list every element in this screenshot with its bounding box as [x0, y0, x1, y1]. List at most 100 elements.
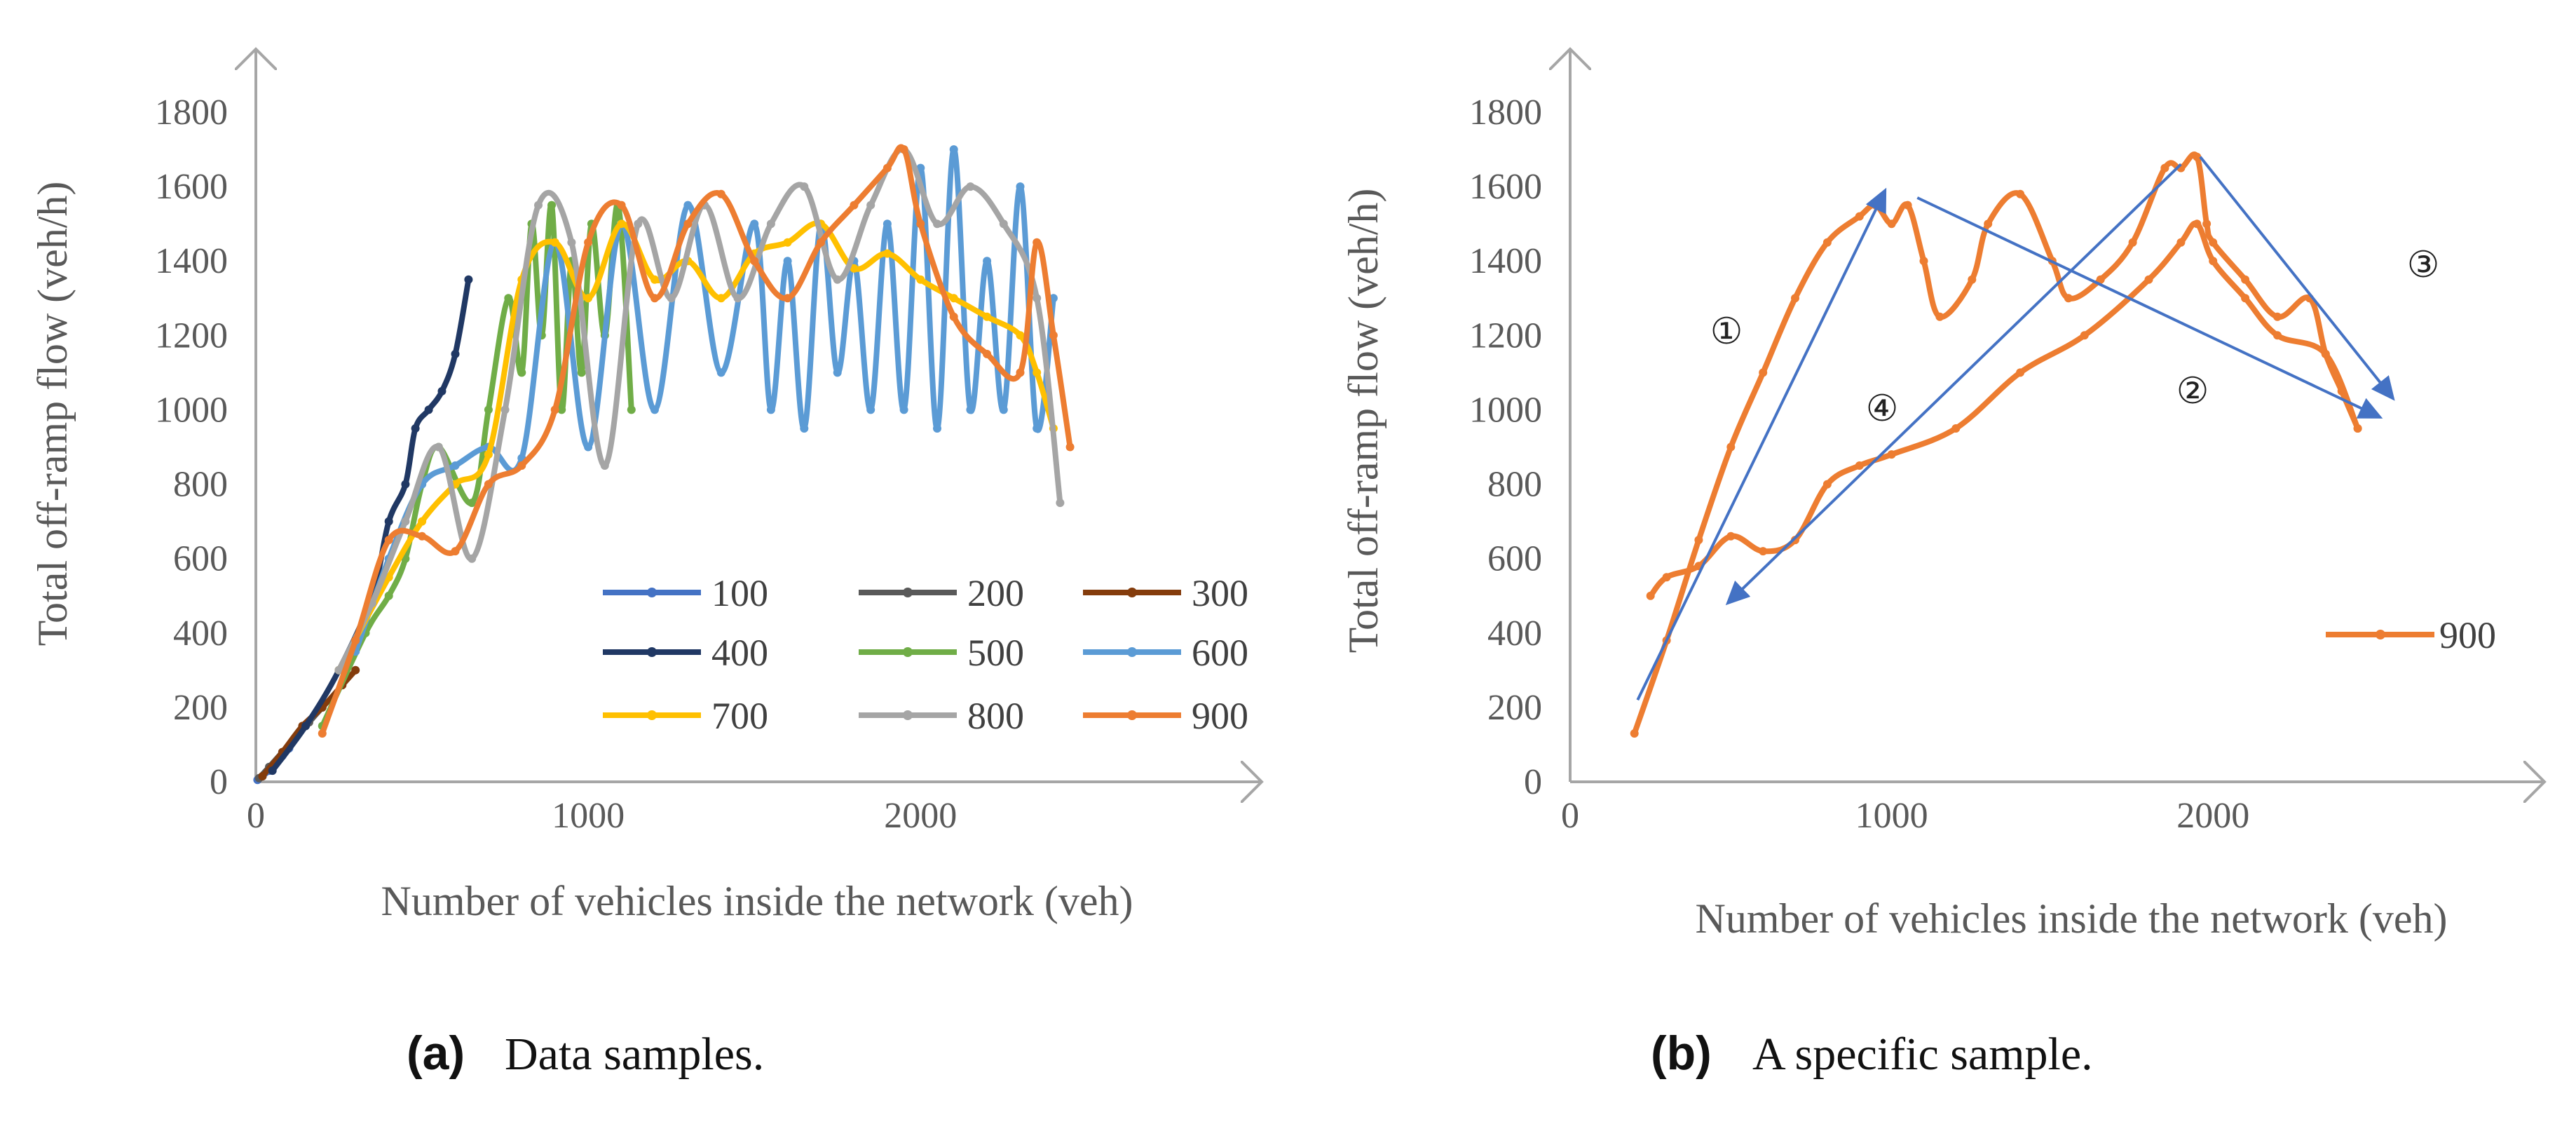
data-point: [547, 201, 556, 210]
data-point: [437, 386, 447, 395]
data-point: [899, 405, 908, 414]
data-point: [1630, 729, 1639, 738]
data-point: [1759, 368, 1768, 377]
data-point: [1791, 294, 1799, 303]
y-tick-label: 0: [210, 762, 228, 802]
y-tick-label: 200: [1487, 688, 1542, 728]
legend-label: 900: [2439, 614, 2496, 656]
caption-text-b: A specific sample.: [1752, 1029, 2093, 1080]
data-point: [766, 219, 775, 229]
data-point: [1016, 182, 1025, 191]
data-point: [766, 405, 775, 414]
series-line-600: [353, 147, 1056, 655]
data-point: [2273, 331, 2282, 340]
y-tick-label: 1800: [1469, 93, 1542, 133]
x-tick-label: 0: [1561, 796, 1579, 836]
data-point: [451, 461, 460, 470]
data-point: [733, 294, 742, 303]
data-point: [451, 547, 460, 556]
data-point: [1033, 238, 1042, 247]
data-point: [584, 238, 593, 247]
data-point: [983, 257, 992, 266]
data-point: [882, 163, 892, 172]
legend-marker: [903, 647, 913, 657]
data-point: [468, 554, 477, 563]
data-point: [783, 238, 792, 247]
data-point: [418, 517, 427, 526]
series-line-400: [269, 276, 472, 774]
data-point: [451, 349, 460, 358]
data-point: [504, 294, 513, 303]
data-point: [2064, 294, 2073, 303]
data-point: [468, 499, 477, 508]
data-point: [627, 405, 636, 414]
data-point: [833, 368, 842, 377]
phase-annotation: ③: [2407, 244, 2440, 286]
data-point: [318, 729, 327, 738]
data-point: [484, 480, 493, 489]
y-tick-label: 1600: [155, 167, 228, 207]
x-tick-label: 1000: [1855, 796, 1928, 836]
y-axis-label-b: Total off-ramp flow (veh/h): [1340, 189, 1386, 654]
data-point: [424, 405, 433, 414]
data-point: [484, 405, 493, 414]
data-point: [401, 480, 410, 489]
data-point: [683, 201, 693, 210]
x-tick-label: 1000: [552, 796, 625, 836]
data-point: [334, 665, 343, 675]
y-tick-label: 600: [173, 539, 228, 579]
data-point: [683, 219, 693, 229]
data-point: [617, 219, 626, 229]
data-point: [351, 636, 360, 645]
y-tick-label: 400: [173, 614, 228, 654]
data-point: [1968, 275, 1977, 284]
legend-label: 800: [967, 695, 1024, 737]
data-point: [1887, 219, 1896, 229]
phase-arrow: [1725, 163, 2182, 606]
data-point: [750, 219, 759, 229]
data-point: [1726, 442, 1736, 452]
data-point: [2209, 238, 2218, 247]
data-point: [850, 201, 859, 210]
y-tick-label: 1400: [1469, 241, 1542, 281]
data-point: [933, 219, 941, 229]
data-point: [351, 665, 360, 675]
data-point: [2096, 275, 2105, 284]
data-point: [384, 591, 393, 600]
legend-marker: [647, 710, 657, 720]
data-point: [750, 257, 759, 266]
data-point: [882, 219, 892, 229]
data-point: [1855, 461, 1864, 470]
legend-label: 300: [1192, 572, 1248, 614]
data-point: [1822, 480, 1832, 489]
data-point: [434, 442, 443, 452]
data-point: [833, 275, 842, 284]
x-tick-label: 2000: [2176, 796, 2249, 836]
data-point: [916, 219, 925, 229]
phase-arrow: [1916, 196, 2383, 419]
data-point: [2241, 275, 2250, 284]
data-point: [949, 312, 958, 321]
phase-annotation: ②: [2176, 370, 2209, 412]
x-axis-label-b: Number of vehicles inside the network (v…: [1696, 895, 2448, 942]
data-point: [966, 182, 975, 191]
data-point: [534, 201, 543, 210]
y-tick-label: 1000: [1469, 390, 1542, 430]
data-point: [716, 294, 725, 303]
y-tick-label: 600: [1487, 539, 1542, 579]
data-point: [882, 249, 892, 258]
phase-annotation: ①: [1710, 311, 1743, 353]
y-axis-label-a: Total off-ramp flow (veh/h): [29, 182, 76, 646]
y-tick-label: 1000: [155, 390, 228, 430]
data-point: [500, 405, 510, 414]
data-point: [716, 189, 725, 198]
data-point: [418, 531, 427, 541]
data-point: [1759, 547, 1768, 556]
data-point: [1935, 312, 1944, 321]
data-point: [1822, 238, 1832, 247]
legend-marker: [903, 588, 913, 597]
data-point: [2273, 312, 2282, 321]
legend-label: 200: [967, 572, 1024, 614]
data-point: [600, 461, 609, 470]
data-point: [916, 275, 925, 284]
